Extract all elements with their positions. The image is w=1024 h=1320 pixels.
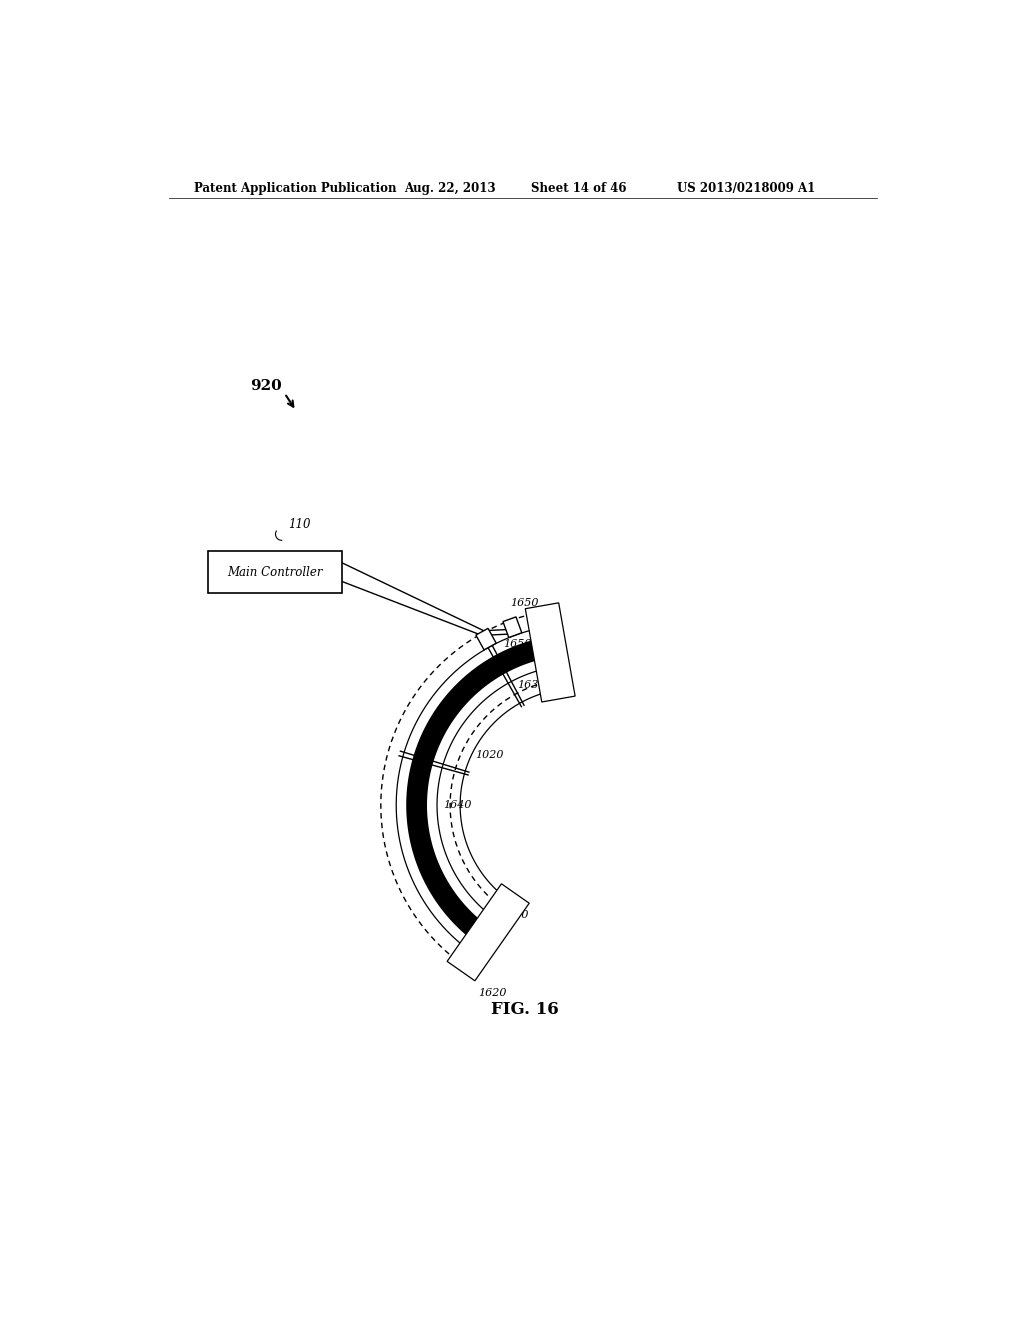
Polygon shape [462, 892, 521, 962]
Text: 1620: 1620 [478, 987, 507, 998]
Text: 1020: 1020 [475, 750, 504, 760]
Text: Aug. 22, 2013: Aug. 22, 2013 [403, 182, 496, 194]
Text: 920: 920 [250, 379, 282, 392]
Polygon shape [407, 636, 551, 945]
Text: 1630: 1630 [517, 680, 546, 690]
Polygon shape [525, 603, 575, 702]
Text: Patent Application Publication: Patent Application Publication [194, 182, 396, 194]
Text: 110: 110 [288, 517, 310, 531]
Text: Main Controller: Main Controller [227, 566, 323, 578]
Text: 1010: 1010 [500, 911, 528, 920]
Polygon shape [535, 622, 568, 696]
Text: 1640: 1640 [443, 800, 471, 810]
Polygon shape [447, 884, 529, 981]
Text: US 2013/0218009 A1: US 2013/0218009 A1 [677, 182, 815, 194]
Text: FIG. 16: FIG. 16 [490, 1001, 559, 1018]
Polygon shape [503, 616, 522, 638]
Text: 1650: 1650 [511, 598, 540, 609]
Text: 1650: 1650 [503, 639, 531, 649]
Bar [208, 552, 342, 594]
Polygon shape [476, 628, 497, 649]
Text: Sheet 14 of 46: Sheet 14 of 46 [531, 182, 627, 194]
